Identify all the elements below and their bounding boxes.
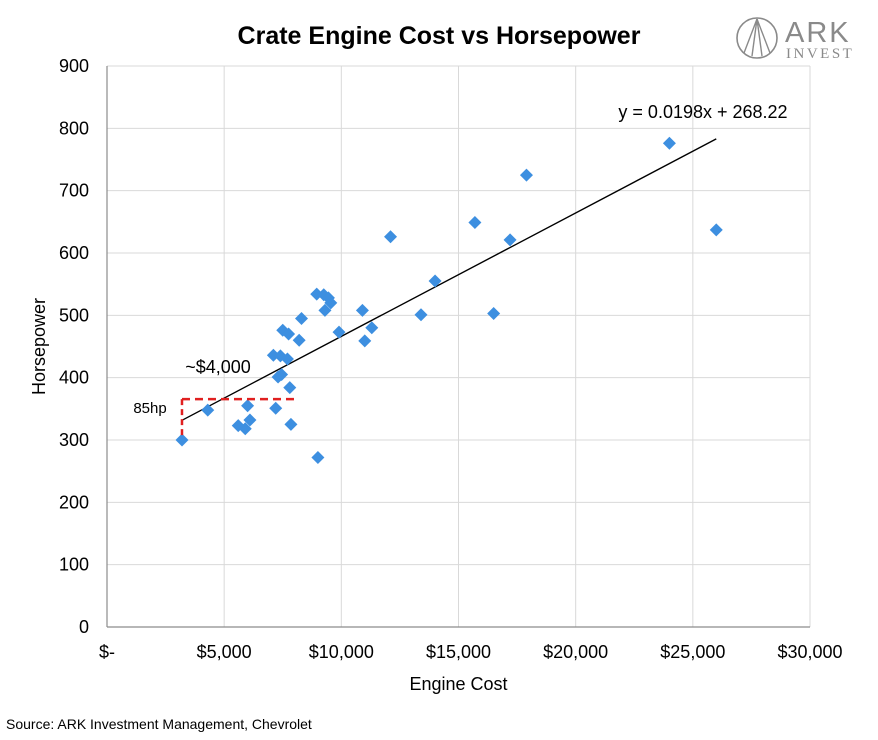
logo-word: ARK: [785, 17, 851, 49]
trendline-equation: y = 0.0198x + 268.22: [618, 102, 787, 122]
y-tick-label: 200: [59, 492, 89, 512]
data-point: [384, 230, 398, 244]
x-tick-label: $10,000: [309, 642, 374, 662]
y-tick-label: 800: [59, 118, 89, 138]
y-tick-label: 300: [59, 430, 89, 450]
data-point: [275, 368, 289, 382]
data-point: [284, 417, 298, 431]
data-point: [355, 303, 369, 317]
data-point: [324, 296, 338, 310]
annotations: ~$4,000 85hp: [133, 357, 295, 436]
data-point: [283, 381, 297, 395]
data-point: [311, 450, 325, 464]
trendline: [181, 138, 717, 421]
logo-mark-icon: [736, 17, 778, 59]
logo-subword: INVEST: [786, 46, 854, 62]
cost-gap-label: ~$4,000: [185, 357, 251, 377]
y-tick-label: 0: [79, 617, 89, 637]
data-point: [243, 413, 257, 427]
data-point: [201, 403, 215, 417]
y-tick-label: 600: [59, 243, 89, 263]
data-point: [662, 136, 676, 150]
data-point: [468, 215, 482, 229]
x-tick-label: $30,000: [777, 642, 842, 662]
x-tick-label: $20,000: [543, 642, 608, 662]
data-point: [428, 274, 442, 288]
data-point: [332, 325, 346, 339]
grid: [106, 65, 811, 628]
data-point: [318, 303, 332, 317]
ark-logo: ARK INVEST: [736, 17, 854, 62]
x-axis-label: Engine Cost: [409, 674, 507, 694]
x-tick-label: $15,000: [426, 642, 491, 662]
hp-gap-label: 85hp: [133, 400, 166, 417]
y-axis-label: Horsepower: [29, 298, 49, 395]
y-tick-label: 700: [59, 181, 89, 201]
data-point: [238, 422, 252, 436]
data-point: [269, 401, 283, 415]
y-tick-label: 500: [59, 305, 89, 325]
y-tick-label: 900: [59, 56, 89, 76]
data-point: [519, 168, 533, 182]
data-point: [358, 334, 372, 348]
source-note: Source: ARK Investment Management, Chevr…: [6, 716, 312, 732]
data-points: [175, 136, 723, 464]
x-tick-label: $-: [99, 642, 115, 662]
data-point: [365, 321, 379, 335]
data-point: [241, 399, 255, 413]
y-tick-label: 100: [59, 555, 89, 575]
axes: 0 100 200 300 400 500 600 700 800 900 $- $5,000 $10,…: [29, 56, 843, 694]
data-point: [414, 308, 428, 322]
data-point: [487, 306, 501, 320]
trendline-group: y = 0.0198x + 268.22: [181, 102, 788, 421]
data-point: [294, 311, 308, 325]
data-point: [292, 333, 306, 347]
y-tick-label: 400: [59, 368, 89, 388]
data-point: [503, 233, 517, 247]
x-tick-label: $5,000: [197, 642, 252, 662]
data-point: [282, 327, 296, 341]
x-tick-label: $25,000: [660, 642, 725, 662]
chart-title: Crate Engine Cost vs Horsepower: [237, 22, 641, 50]
data-point: [709, 223, 723, 237]
data-point: [175, 433, 189, 447]
data-point: [280, 352, 294, 366]
